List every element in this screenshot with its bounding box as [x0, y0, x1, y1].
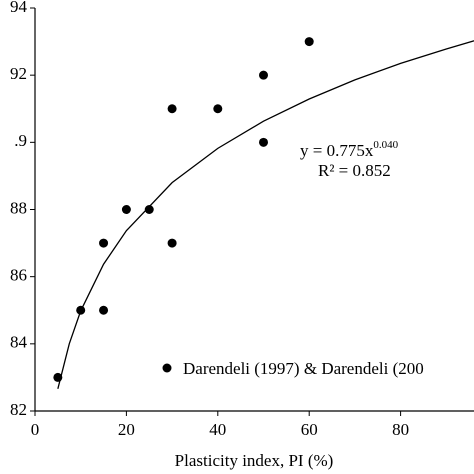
r-squared: R² = 0.852 [318, 161, 391, 180]
legend-label: Darendeli (1997) & Darendeli (200 [183, 359, 424, 378]
point [76, 305, 86, 315]
x-tick-label: 60 [301, 420, 318, 439]
point [259, 70, 268, 80]
x-tick-label: 20 [118, 420, 135, 439]
point [167, 104, 177, 114]
point [167, 238, 177, 248]
y-tick-label: 92 [10, 64, 27, 83]
point [53, 372, 63, 382]
point [213, 104, 223, 114]
point [99, 238, 109, 248]
x-tick-label: 0 [31, 420, 40, 439]
point [144, 205, 154, 214]
y-tick-label: .9 [14, 131, 27, 150]
point [304, 37, 314, 47]
x-axis-label: Plasticity index, PI (%) [175, 451, 334, 470]
x-tick-label: 40 [209, 420, 226, 439]
point [99, 305, 109, 315]
fit-curve [57, 40, 474, 389]
fit-equation: y = 0.775x0.040 [300, 139, 399, 160]
y-tick-label: 86 [10, 266, 27, 285]
exponent: 0.040 [373, 139, 398, 151]
y-tick-label: 94 [10, 0, 28, 16]
legend-marker [162, 363, 172, 373]
y-tick-label: 88 [10, 198, 27, 217]
y-tick-label: 84 [10, 333, 28, 352]
y-tick-label: 82 [10, 400, 27, 419]
point [259, 137, 268, 147]
equation: y = 0.775x [300, 141, 374, 160]
x-tick-label: 80 [392, 420, 409, 439]
point [121, 205, 131, 214]
